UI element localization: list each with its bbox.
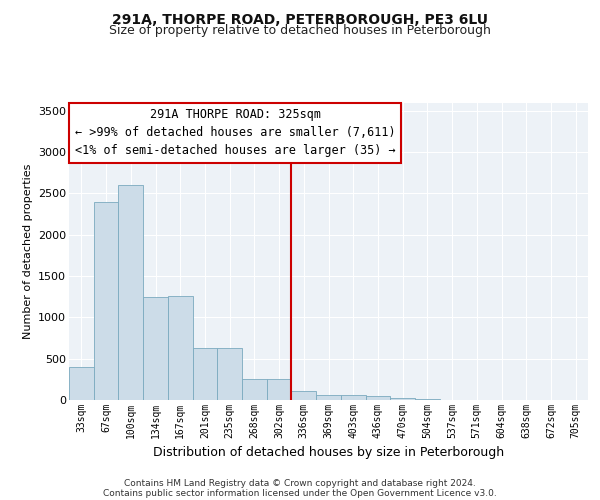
Y-axis label: Number of detached properties: Number of detached properties [23,164,32,339]
Bar [94,202,118,400]
Text: 291A THORPE ROAD: 325sqm
← >99% of detached houses are smaller (7,611)
<1% of se: 291A THORPE ROAD: 325sqm ← >99% of detac… [75,108,395,158]
Text: Contains public sector information licensed under the Open Government Licence v3: Contains public sector information licen… [103,488,497,498]
Bar [292,391,316,400]
Bar [242,378,267,400]
X-axis label: Distribution of detached houses by size in Peterborough: Distribution of detached houses by size … [153,446,504,460]
Bar [143,296,168,400]
Bar [415,399,440,400]
Text: Contains HM Land Registry data © Crown copyright and database right 2024.: Contains HM Land Registry data © Crown c… [124,478,476,488]
Bar [390,398,415,400]
Bar [168,296,193,400]
Text: 291A, THORPE ROAD, PETERBOROUGH, PE3 6LU: 291A, THORPE ROAD, PETERBOROUGH, PE3 6LU [112,12,488,26]
Bar [118,185,143,400]
Bar [193,348,217,400]
Bar [217,348,242,400]
Bar [316,396,341,400]
Text: Size of property relative to detached houses in Peterborough: Size of property relative to detached ho… [109,24,491,37]
Bar [365,396,390,400]
Bar [341,396,365,400]
Bar [267,378,292,400]
Bar [69,367,94,400]
